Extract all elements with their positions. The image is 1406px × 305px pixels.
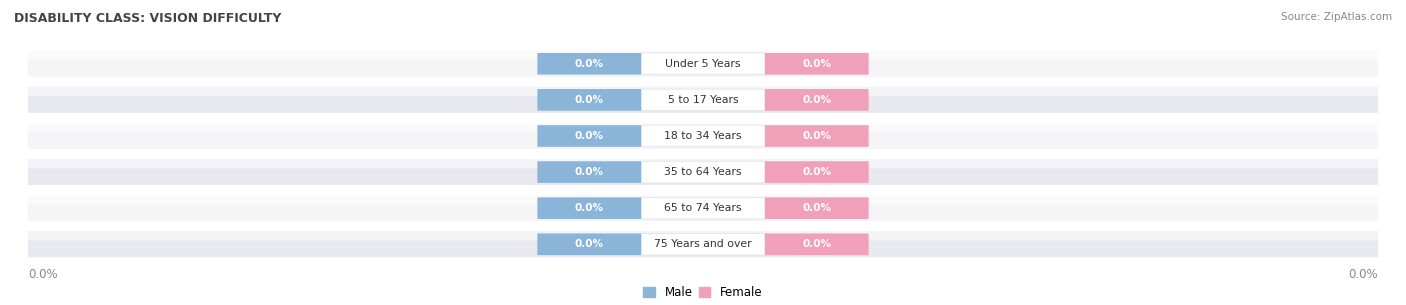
Text: 0.0%: 0.0% (28, 268, 58, 281)
Text: 0.0%: 0.0% (803, 131, 831, 141)
Legend: Male, Female: Male, Female (638, 282, 768, 304)
Text: Source: ZipAtlas.com: Source: ZipAtlas.com (1281, 12, 1392, 22)
Text: 0.0%: 0.0% (575, 239, 603, 249)
FancyBboxPatch shape (641, 53, 765, 75)
Text: 18 to 34 Years: 18 to 34 Years (664, 131, 742, 141)
Text: 35 to 64 Years: 35 to 64 Years (664, 167, 742, 177)
Text: 0.0%: 0.0% (575, 59, 603, 69)
FancyBboxPatch shape (28, 159, 1378, 168)
FancyBboxPatch shape (537, 233, 641, 255)
FancyBboxPatch shape (641, 89, 765, 111)
FancyBboxPatch shape (28, 51, 1378, 60)
Text: 0.0%: 0.0% (803, 239, 831, 249)
Text: 0.0%: 0.0% (575, 95, 603, 105)
FancyBboxPatch shape (641, 197, 765, 219)
Text: 75 Years and over: 75 Years and over (654, 239, 752, 249)
Text: 65 to 74 Years: 65 to 74 Years (664, 203, 742, 213)
Text: 5 to 17 Years: 5 to 17 Years (668, 95, 738, 105)
Text: 0.0%: 0.0% (803, 203, 831, 213)
Text: 0.0%: 0.0% (575, 203, 603, 213)
Text: DISABILITY CLASS: VISION DIFFICULTY: DISABILITY CLASS: VISION DIFFICULTY (14, 12, 281, 25)
Text: 0.0%: 0.0% (575, 167, 603, 177)
FancyBboxPatch shape (765, 233, 869, 255)
FancyBboxPatch shape (537, 197, 641, 219)
FancyBboxPatch shape (28, 159, 1378, 185)
FancyBboxPatch shape (28, 231, 1378, 240)
FancyBboxPatch shape (28, 123, 1378, 132)
FancyBboxPatch shape (765, 161, 869, 183)
FancyBboxPatch shape (765, 197, 869, 219)
FancyBboxPatch shape (28, 195, 1378, 204)
FancyBboxPatch shape (765, 53, 869, 75)
Text: 0.0%: 0.0% (575, 131, 603, 141)
FancyBboxPatch shape (28, 87, 1378, 113)
FancyBboxPatch shape (28, 87, 1378, 96)
FancyBboxPatch shape (28, 123, 1378, 149)
FancyBboxPatch shape (641, 161, 765, 183)
FancyBboxPatch shape (765, 89, 869, 111)
FancyBboxPatch shape (641, 125, 765, 147)
FancyBboxPatch shape (537, 53, 641, 75)
FancyBboxPatch shape (28, 195, 1378, 221)
Text: 0.0%: 0.0% (803, 167, 831, 177)
FancyBboxPatch shape (765, 125, 869, 147)
FancyBboxPatch shape (641, 233, 765, 255)
FancyBboxPatch shape (28, 51, 1378, 77)
Text: 0.0%: 0.0% (1348, 268, 1378, 281)
Text: 0.0%: 0.0% (803, 95, 831, 105)
FancyBboxPatch shape (537, 161, 641, 183)
Text: 0.0%: 0.0% (803, 59, 831, 69)
FancyBboxPatch shape (28, 231, 1378, 257)
Text: Under 5 Years: Under 5 Years (665, 59, 741, 69)
FancyBboxPatch shape (537, 89, 641, 111)
FancyBboxPatch shape (537, 125, 641, 147)
